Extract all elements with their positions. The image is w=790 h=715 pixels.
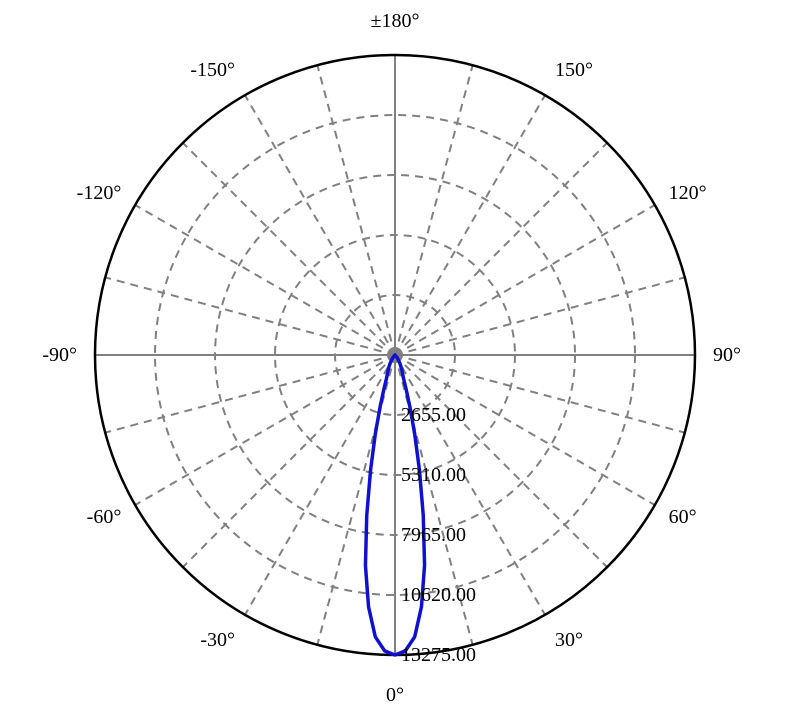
angle-label: ±180° — [371, 10, 420, 32]
radial-tick-label: 13275.00 — [401, 644, 476, 666]
radial-tick-label: 2655.00 — [401, 404, 466, 426]
angle-label: 90° — [713, 344, 741, 366]
polar-chart-svg: 2655.00 5310.00 7965.00 10620.00 13275.00 ±18… — [0, 0, 790, 715]
angle-label: -30° — [200, 629, 235, 651]
angle-spoke — [183, 143, 395, 355]
angle-label: 60° — [669, 506, 697, 528]
angle-label: -60° — [87, 506, 122, 528]
radial-tick-label: 10620.00 — [401, 584, 476, 606]
angle-spoke — [135, 355, 395, 505]
angle-spoke — [395, 65, 473, 355]
radial-tick-label: 7965.00 — [401, 524, 466, 546]
angle-spoke — [395, 205, 655, 355]
angle-label: 120° — [669, 182, 707, 204]
angle-label: -90° — [42, 344, 77, 366]
angle-spoke — [245, 95, 395, 355]
angle-spoke — [105, 355, 395, 433]
angle-spoke — [105, 277, 395, 355]
angle-label: 0° — [386, 684, 404, 706]
angle-spoke — [395, 143, 607, 355]
radial-labels: 2655.00 5310.00 7965.00 10620.00 13275.00 — [401, 404, 476, 666]
angle-spoke — [245, 355, 395, 615]
angle-label: 30° — [555, 629, 583, 651]
angle-spoke — [395, 95, 545, 355]
angle-spoke — [183, 355, 395, 567]
radial-tick-label: 5310.00 — [401, 464, 466, 486]
angle-spoke — [317, 65, 395, 355]
angle-label: -150° — [190, 59, 235, 81]
polar-chart-container: 2655.00 5310.00 7965.00 10620.00 13275.00 ±18… — [0, 0, 790, 715]
angle-label: -120° — [77, 182, 122, 204]
angle-label: 150° — [555, 59, 593, 81]
angle-spoke — [135, 205, 395, 355]
angle-spoke — [395, 277, 685, 355]
